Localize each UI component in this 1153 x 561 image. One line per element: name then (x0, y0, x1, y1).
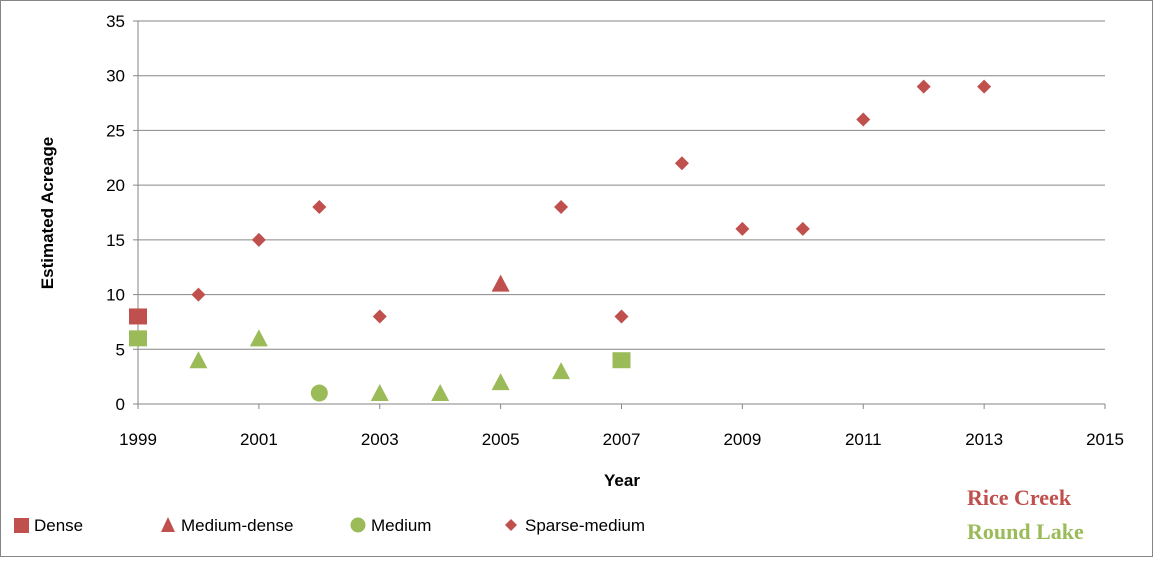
data-point-diamond-2008 (674, 156, 689, 171)
data-point-square-2007 (612, 352, 631, 369)
legend-label: Dense (34, 516, 83, 535)
x-tick-label: 2001 (240, 430, 278, 449)
data-point-triangle-2004 (431, 384, 450, 402)
legend-swatch-circle (350, 517, 366, 533)
legend-item-sparse-medium: Sparse-medium (505, 516, 645, 535)
x-tick-label: 2003 (361, 430, 399, 449)
data-point-diamond-2000 (191, 287, 206, 302)
data-point-circle-2002 (310, 384, 328, 402)
data-point-diamond-2010 (795, 221, 810, 236)
y-tick-label: 0 (116, 395, 125, 414)
legend-item-medium: Medium (350, 516, 431, 535)
data-point-triangle-2001 (249, 329, 268, 347)
data-points (129, 79, 992, 402)
y-tick-label: 10 (106, 286, 125, 305)
data-point-diamond-2001 (251, 232, 266, 247)
x-axis-title: Year (604, 471, 640, 490)
data-point-triangle-2000 (189, 351, 208, 369)
legend-label: Medium-dense (181, 516, 293, 535)
legend-item-dense: Dense (14, 516, 83, 535)
x-tick-label: 2005 (482, 430, 520, 449)
data-point-diamond-2007 (614, 309, 629, 324)
y-tick-label: 20 (106, 176, 125, 195)
data-point-triangle-2005 (491, 373, 510, 391)
legend-swatch-square (14, 518, 29, 533)
data-point-diamond-2012 (916, 79, 931, 94)
data-point-triangle-2006 (552, 362, 571, 380)
axes: 0 5 10 15 20 25 30 35 1999 2001 2003 2005 2007 2009 20… (106, 12, 1124, 449)
x-tick-label: 2013 (965, 430, 1003, 449)
legend: Dense Medium-dense Medium Sparse-medium (14, 516, 645, 535)
y-axis-title: Estimated Acreage (38, 137, 57, 289)
site-label-round-lake: Round Lake (967, 519, 1084, 544)
data-point-triangle-2005 (491, 274, 510, 292)
y-tick-label: 25 (106, 121, 125, 140)
legend-swatch-triangle (161, 517, 175, 532)
y-tick-label: 35 (106, 12, 125, 31)
site-label-rice-creek: Rice Creek (967, 485, 1072, 510)
legend-label: Sparse-medium (525, 516, 645, 535)
y-tick-label: 5 (116, 340, 125, 359)
data-point-diamond-2013 (977, 79, 992, 94)
x-tick-label: 2009 (723, 430, 761, 449)
data-point-diamond-2011 (856, 112, 871, 127)
x-tick-label: 2007 (603, 430, 641, 449)
site-labels: Rice Creek Round Lake (967, 485, 1084, 544)
y-tick-label: 15 (106, 231, 125, 250)
legend-item-medium-dense: Medium-dense (161, 516, 293, 535)
y-tick-label: 30 (106, 67, 125, 86)
data-point-triangle-2003 (370, 384, 389, 402)
x-tick-label: 2015 (1086, 430, 1124, 449)
data-point-diamond-2003 (372, 309, 387, 324)
data-point-square-1999 (129, 308, 147, 325)
data-point-square-1999 (129, 330, 147, 347)
gridlines (138, 20, 1105, 350)
data-point-diamond-2002 (312, 200, 327, 215)
x-tick-label: 1999 (119, 430, 157, 449)
data-point-diamond-2006 (554, 200, 569, 215)
x-tick-label: 2011 (845, 430, 882, 449)
data-point-diamond-2009 (735, 221, 750, 236)
legend-swatch-diamond (505, 519, 517, 531)
legend-label: Medium (371, 516, 431, 535)
